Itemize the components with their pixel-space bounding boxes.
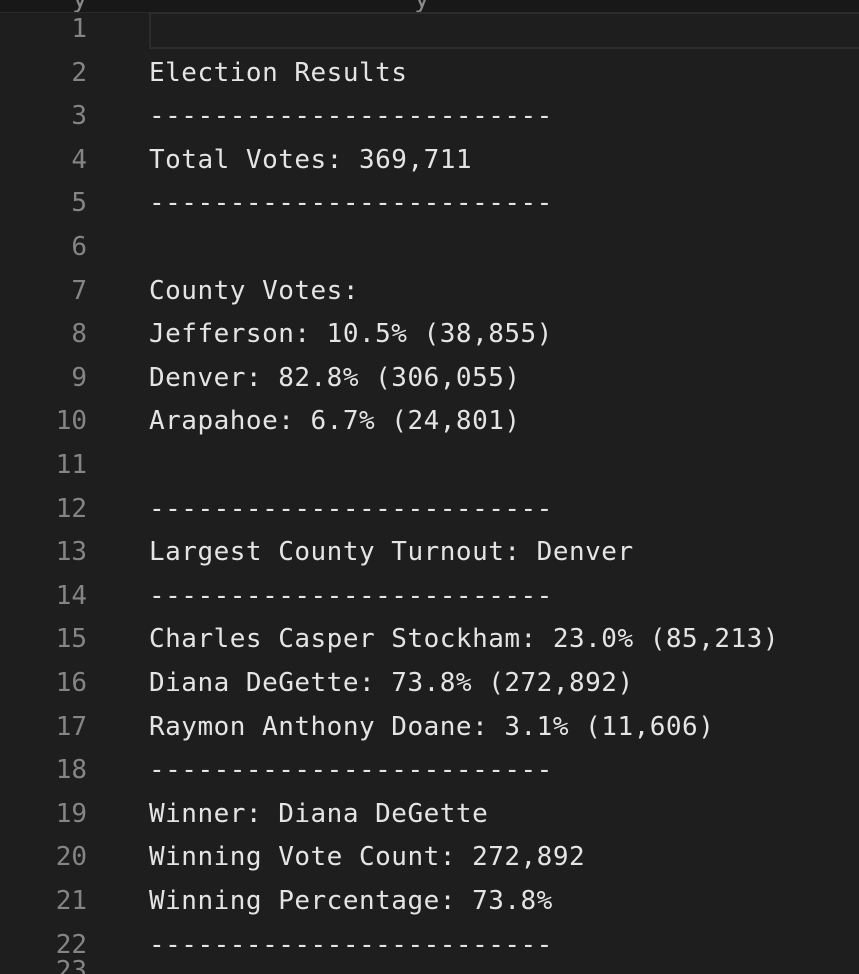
editor-line[interactable]: 5 ------------------------- <box>0 182 859 226</box>
editor-line[interactable]: 1 <box>0 8 859 52</box>
editor-line[interactable]: 16 Diana DeGette: 73.8% (272,892) <box>0 662 859 706</box>
line-text[interactable]: County Votes: <box>149 275 359 306</box>
editor-line[interactable]: 11 <box>0 444 859 488</box>
editor-line[interactable]: 18 ------------------------- <box>0 749 859 793</box>
editor-line[interactable]: 3 ------------------------- <box>0 95 859 139</box>
line-number: 18 <box>55 755 87 786</box>
editor-line[interactable]: 12 ------------------------- <box>0 488 859 532</box>
line-text[interactable]: ------------------------- <box>149 929 553 960</box>
line-text[interactable]: ------------------------- <box>149 755 553 786</box>
editor-line[interactable]: 9 Denver: 82.8% (306,055) <box>0 357 859 401</box>
editor-line[interactable]: 6 <box>0 226 859 270</box>
text-editor[interactable]: 1 2 Election Results 3 -----------------… <box>0 8 859 974</box>
line-number: 1 <box>71 14 87 44</box>
line-number: 12 <box>55 493 87 524</box>
line-number: 4 <box>71 144 87 175</box>
tab-title-fragment[interactable]: y <box>72 0 88 12</box>
line-text[interactable]: Arapahoe: 6.7% (24,801) <box>149 406 521 437</box>
editor-line[interactable]: 7 County Votes: <box>0 270 859 314</box>
line-number: 23 <box>55 956 87 974</box>
editor-line[interactable]: 8 Jefferson: 10.5% (38,855) <box>0 313 859 357</box>
editor-line[interactable]: 22 ------------------------- <box>0 924 859 968</box>
tab-title-fragment[interactable]: y <box>414 0 430 12</box>
line-text[interactable]: Winning Vote Count: 272,892 <box>149 842 586 873</box>
line-number: 20 <box>55 842 87 873</box>
line-number: 6 <box>71 232 87 262</box>
line-text[interactable]: Charles Casper Stockham: 23.0% (85,213) <box>149 624 779 655</box>
editor-line[interactable]: 17 Raymon Anthony Doane: 3.1% (11,606) <box>0 706 859 750</box>
editor-line[interactable]: 15 Charles Casper Stockham: 23.0% (85,21… <box>0 618 859 662</box>
line-text[interactable]: Denver: 82.8% (306,055) <box>149 362 521 393</box>
line-text[interactable]: ------------------------- <box>149 101 553 132</box>
line-number: 11 <box>55 450 87 480</box>
line-number: 15 <box>55 624 87 655</box>
line-number: 10 <box>55 406 87 437</box>
line-number: 16 <box>55 668 87 698</box>
line-text[interactable]: Jefferson: 10.5% (38,855) <box>149 319 553 350</box>
line-number: 21 <box>55 886 87 916</box>
line-text[interactable]: Winner: Diana DeGette <box>149 798 489 829</box>
editor-line[interactable]: 13 Largest County Turnout: Denver <box>0 531 859 575</box>
editor-line[interactable]: 21 Winning Percentage: 73.8% <box>0 880 859 924</box>
line-number: 22 <box>55 929 87 960</box>
line-number: 7 <box>71 275 87 306</box>
line-number: 3 <box>71 101 87 132</box>
current-line-highlight <box>149 12 859 49</box>
editor-line[interactable]: 14 ------------------------- <box>0 575 859 619</box>
editor-line[interactable]: 2 Election Results <box>0 52 859 96</box>
editor-line[interactable]: 20 Winning Vote Count: 272,892 <box>0 836 859 880</box>
line-text[interactable]: Diana DeGette: 73.8% (272,892) <box>149 668 634 698</box>
editor-line[interactable]: 4 Total Votes: 369,711 <box>0 139 859 183</box>
line-text[interactable]: Total Votes: 369,711 <box>149 144 473 175</box>
line-number: 13 <box>55 537 87 568</box>
line-number: 14 <box>55 580 87 611</box>
editor-line[interactable]: 10 Arapahoe: 6.7% (24,801) <box>0 400 859 444</box>
line-text[interactable]: ------------------------- <box>149 580 553 611</box>
line-number: 8 <box>71 319 87 350</box>
line-number: 17 <box>55 711 87 742</box>
line-text[interactable]: ------------------------- <box>149 188 553 219</box>
line-text[interactable]: Election Results <box>149 57 408 88</box>
line-text[interactable]: Raymon Anthony Doane: 3.1% (11,606) <box>149 711 715 742</box>
line-number: 9 <box>71 362 87 393</box>
line-text[interactable]: ------------------------- <box>149 493 553 524</box>
line-text[interactable]: Winning Percentage: 73.8% <box>149 886 553 916</box>
line-number: 19 <box>55 798 87 829</box>
partial-line-number: 23 <box>0 952 87 974</box>
tab-title-fragment[interactable]: _ <box>343 0 359 12</box>
line-number: 5 <box>71 188 87 219</box>
editor-line[interactable]: 19 Winner: Diana DeGette <box>0 793 859 837</box>
line-text[interactable]: Largest County Turnout: Denver <box>149 537 634 568</box>
line-number: 2 <box>71 57 87 88</box>
